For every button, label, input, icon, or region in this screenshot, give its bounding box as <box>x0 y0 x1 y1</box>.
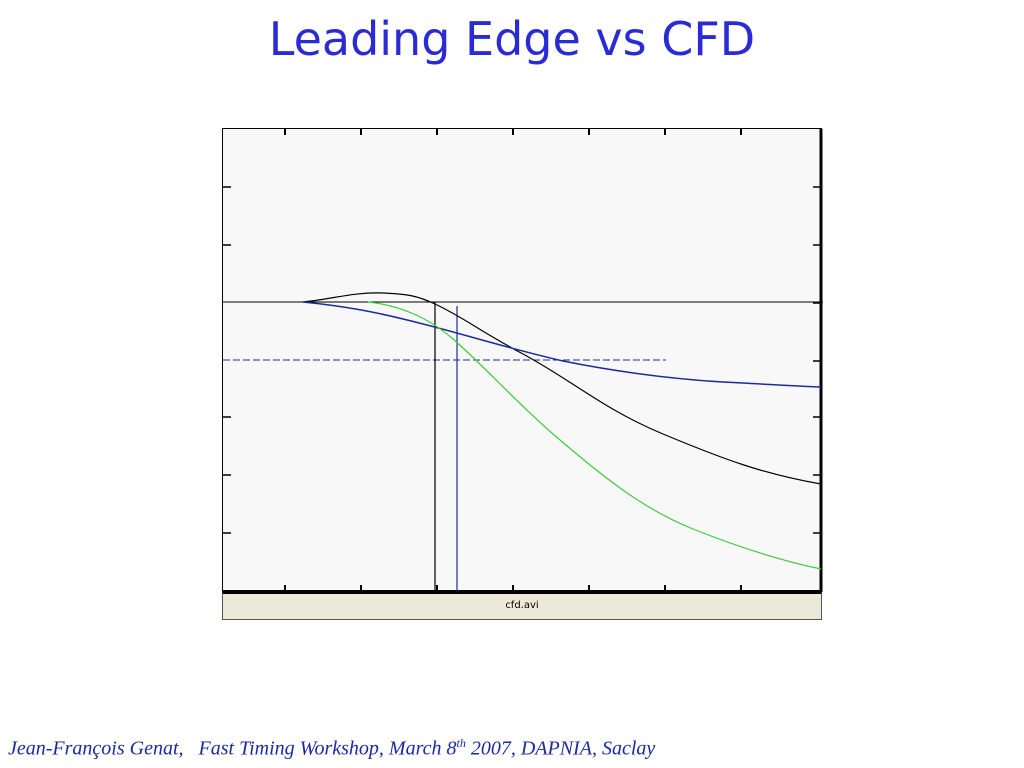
footer-event-suffix: 2007, DAPNIA, Saclay <box>465 737 656 760</box>
video-player[interactable]: cfd.avi <box>222 128 823 620</box>
waveform-plot <box>223 129 823 592</box>
footer-event-superscript: th <box>456 736 466 750</box>
slide-title: Leading Edge vs CFD <box>268 12 756 66</box>
bottom-ticks <box>284 585 742 592</box>
file-label: cfd.avi <box>505 600 539 611</box>
footer-event: Fast Timing Workshop, March 8 <box>198 737 457 760</box>
video-frame <box>222 128 823 592</box>
top-ticks <box>284 129 742 135</box>
green-waveform <box>367 301 822 570</box>
blue-waveform <box>302 301 822 388</box>
footer-author: Jean-François Genat, <box>8 737 184 760</box>
status-bar: cfd.avi <box>222 591 822 620</box>
black-waveform <box>302 292 822 485</box>
footer: Jean-François Genat, Fast Timing Worksho… <box>8 736 655 761</box>
left-ticks <box>223 186 231 534</box>
